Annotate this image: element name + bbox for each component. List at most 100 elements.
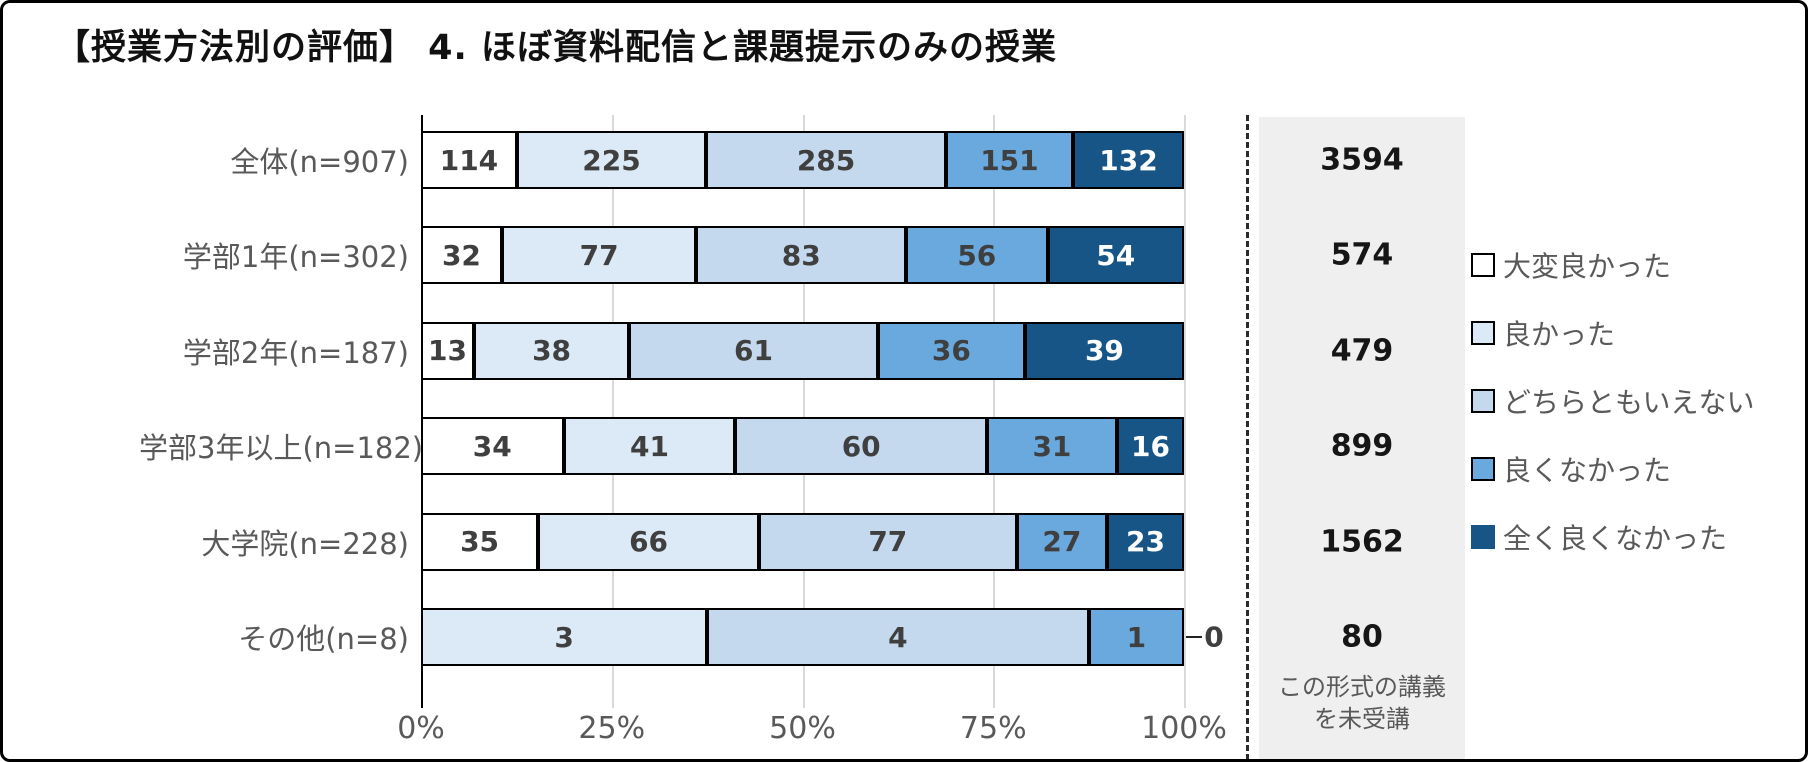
legend-label: どちらともいえない — [1503, 386, 1755, 419]
bar-segment: 151 — [945, 131, 1073, 189]
bar-value-label: 83 — [781, 238, 821, 272]
bar-value-label: 35 — [460, 525, 500, 559]
bar-segment: 61 — [629, 321, 878, 380]
bar-value-label: 60 — [841, 429, 881, 463]
legend-item: 大変良かった — [1471, 245, 1671, 285]
bar-segment: 4 — [707, 608, 1089, 666]
bar-segment: 54 — [1047, 226, 1184, 285]
not-taken-footer-label: この形式の講義 を未受講 — [1278, 673, 1446, 734]
bar-value-label: 36 — [931, 334, 971, 368]
bar-segment: 114 — [421, 131, 517, 189]
not-taken-value: 1562 — [1320, 524, 1404, 560]
legend-label: 良かった — [1503, 318, 1616, 351]
bar-value-label: 225 — [582, 143, 641, 177]
bar-value-label: 114 — [439, 143, 499, 177]
bar-value-label: 54 — [1096, 238, 1136, 272]
legend-label: 良くなかった — [1503, 454, 1672, 487]
legend-label: 大変良かった — [1503, 250, 1672, 283]
bar-value-label: 4 — [888, 620, 908, 654]
bar-value-label: 13 — [428, 334, 467, 368]
chart-title: 【授業方法別の評価】 4. ほぼ資料配信と課題提示のみの授業 — [55, 28, 1058, 68]
bar-segment: 36 — [877, 321, 1025, 380]
bar-segment: 23 — [1107, 512, 1184, 571]
bar-value-label: 132 — [1099, 143, 1158, 177]
gridline — [993, 115, 996, 708]
bar-segment: 39 — [1024, 321, 1184, 380]
row-label: 学部3年以上(n=182) — [139, 431, 424, 466]
bar-segment: 35 — [421, 512, 539, 571]
bar-value-label: 151 — [980, 143, 1039, 177]
bar-value-label: 3 — [554, 620, 574, 654]
row-label: 大学院(n=228) — [201, 526, 409, 561]
bar-segment: 3 — [421, 608, 708, 666]
legend-swatch — [1471, 457, 1495, 481]
legend-swatch — [1471, 253, 1495, 277]
not-taken-value: 574 — [1330, 237, 1394, 273]
bar-segment: 56 — [906, 226, 1048, 285]
row-label: 全体(n=907) — [230, 145, 409, 179]
bar-segment: 285 — [706, 131, 946, 189]
legend-label: 全く良くなかった — [1503, 522, 1728, 555]
bar-segment: 132 — [1072, 131, 1184, 189]
row-label: 学部1年(n=302) — [182, 240, 409, 275]
stacked-bar-chart: 0% 25% 50% 75% 100% 全体(n=907) 114 225 285 151 132 学… — [3, 3, 1805, 759]
legend-swatch — [1471, 321, 1495, 345]
bar-segment: 16 — [1116, 417, 1184, 476]
bar-zero-label: 0 — [1204, 620, 1224, 654]
bar-value-label: 41 — [629, 429, 669, 463]
bar-segment: 60 — [735, 417, 987, 476]
bar-value-label: 39 — [1084, 334, 1124, 368]
not-taken-value: 80 — [1341, 619, 1383, 655]
bar-value-label: 285 — [796, 143, 856, 177]
bar-value-label: 1 — [1126, 620, 1147, 654]
row-label: 学部2年(n=187) — [182, 335, 409, 370]
y-axis-line — [421, 115, 423, 708]
bar-segment: 83 — [696, 226, 907, 285]
gridline — [611, 115, 614, 708]
bar-value-label: 56 — [957, 238, 997, 272]
bar-segment: 225 — [516, 131, 707, 189]
legend-item: 良くなかった — [1471, 449, 1671, 489]
bar-segment: 41 — [563, 417, 736, 476]
not-taken-value: 3594 — [1320, 142, 1404, 178]
not-taken-value: 899 — [1330, 428, 1394, 464]
bar-segment: 27 — [1016, 512, 1108, 571]
bar-value-label: 77 — [579, 238, 619, 272]
bar-segment: 77 — [758, 512, 1017, 571]
bar-value-label: 66 — [629, 525, 669, 559]
x-tick-label: 0% — [397, 711, 445, 746]
legend-item: 全く良くなかった — [1471, 517, 1727, 557]
bar-value-label: 16 — [1130, 429, 1170, 463]
bar-segment: 13 — [421, 321, 475, 380]
x-tick-label: 50% — [769, 711, 836, 746]
legend-item: どちらともいえない — [1471, 381, 1754, 421]
bar-value-label: 61 — [734, 334, 773, 368]
bar-segment: 31 — [986, 417, 1117, 476]
not-taken-value: 479 — [1330, 333, 1394, 369]
bar-segment: 77 — [501, 226, 697, 285]
legend-item: 良かった — [1471, 313, 1615, 353]
bar-segment: 32 — [421, 226, 502, 285]
dashed-separator-line — [1246, 115, 1249, 759]
x-tick-label: 75% — [959, 711, 1027, 746]
row-label: その他(n=8) — [238, 622, 409, 656]
x-tick-label: 25% — [578, 711, 646, 746]
bar-segment: 34 — [421, 417, 564, 476]
bar-value-label: 31 — [1032, 429, 1072, 463]
bar-value-label: 77 — [868, 525, 908, 559]
bar-segment: 38 — [474, 321, 630, 380]
bar-value-label: 34 — [472, 429, 512, 463]
legend-swatch — [1471, 389, 1495, 413]
bar-segment: 66 — [538, 512, 759, 571]
not-taken-panel — [1259, 117, 1465, 759]
legend-swatch — [1471, 525, 1495, 549]
bar-value-label: 27 — [1042, 525, 1082, 559]
zero-leader-line — [1186, 636, 1202, 638]
x-tick-label: 100% — [1141, 711, 1227, 746]
gridline — [1184, 115, 1186, 708]
bar-value-label: 23 — [1126, 525, 1165, 559]
bar-segment: 1 — [1088, 608, 1184, 666]
bar-value-label: 32 — [441, 238, 481, 272]
bar-value-label: 38 — [532, 334, 572, 368]
